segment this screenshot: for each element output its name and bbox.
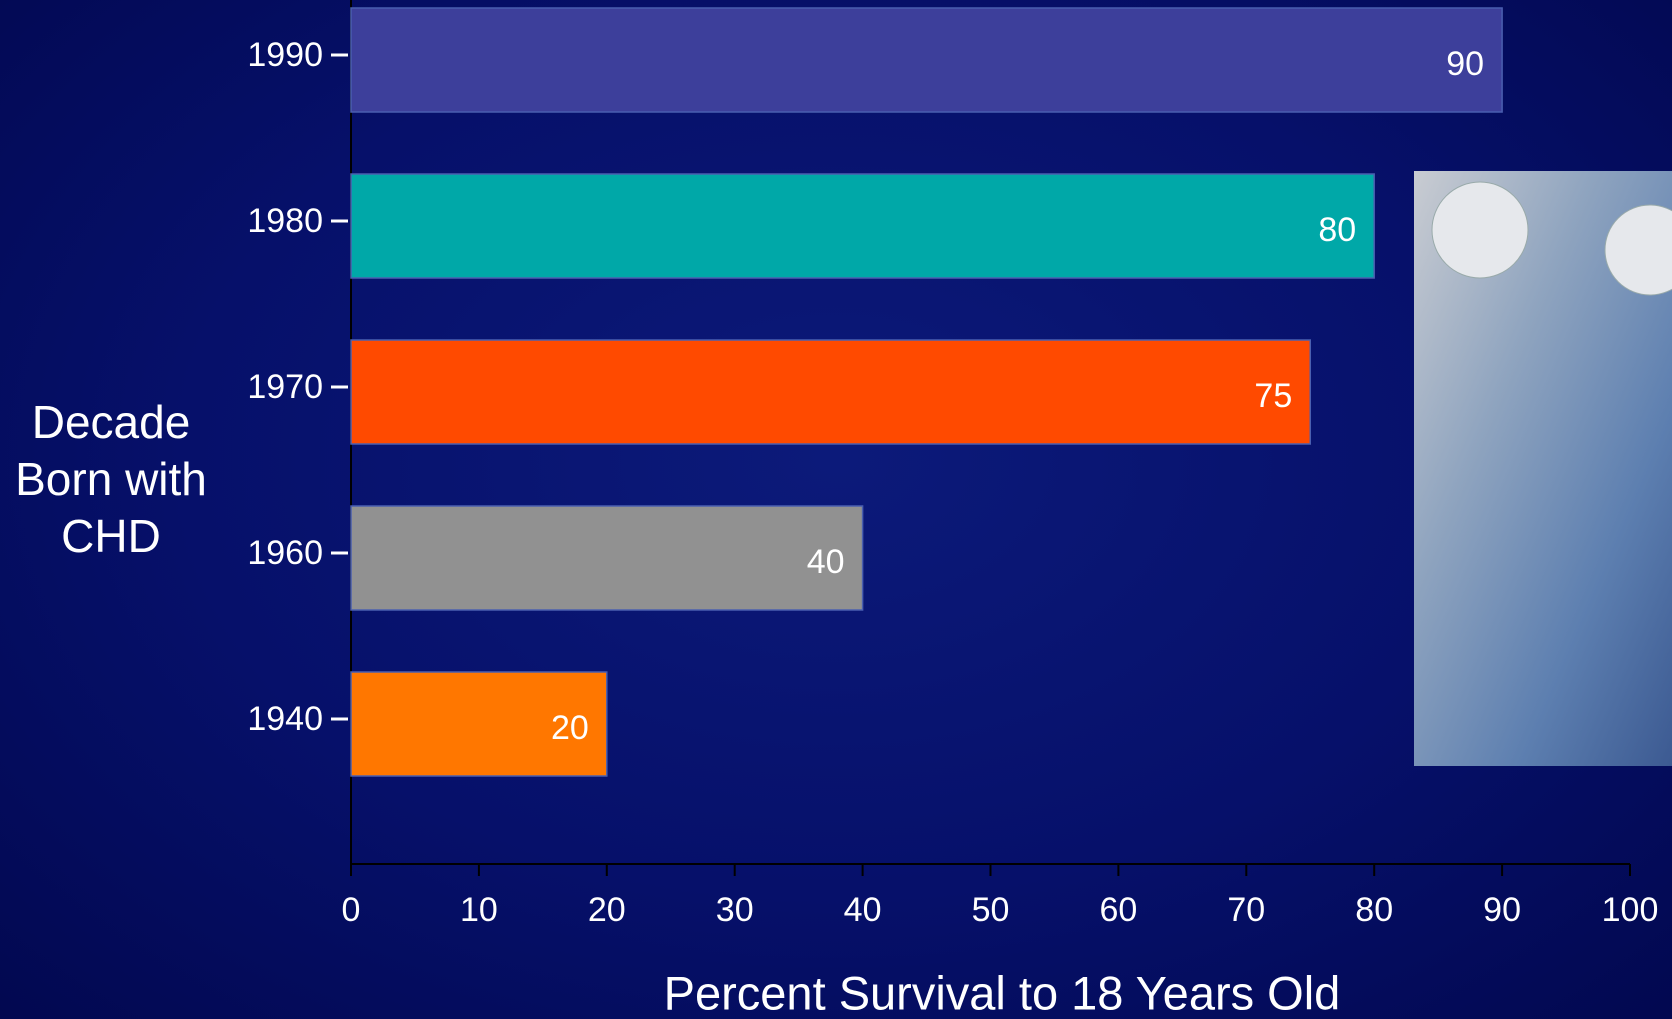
bar (350, 339, 1311, 445)
data-label: 80 (1318, 211, 1356, 249)
x-tick-label: 0 (342, 891, 361, 929)
x-tick-label: 10 (460, 891, 498, 929)
x-tick-label: 70 (1227, 891, 1265, 929)
x-tick-label: 40 (844, 891, 882, 929)
y-tick-label: 1960 (247, 534, 323, 572)
x-axis-title: Percent Survival to 18 Years Old (664, 966, 1341, 1019)
y-tick-label: 1990 (247, 36, 323, 74)
x-tick-label: 80 (1355, 891, 1393, 929)
y-tick-label: 1940 (247, 700, 323, 738)
bar (350, 7, 1503, 113)
photo-lamp (1431, 181, 1529, 279)
bar (350, 505, 864, 611)
x-tick-label: 60 (1099, 891, 1137, 929)
x-tick-label: 20 (588, 891, 626, 929)
bar (350, 173, 1375, 279)
data-label: 75 (1254, 377, 1292, 415)
photo-lamp (1604, 204, 1672, 296)
y-tick-label: 1970 (247, 368, 323, 406)
x-tick-label: 100 (1602, 891, 1659, 929)
y-tick-label: 1980 (247, 202, 323, 240)
data-label: 20 (551, 709, 589, 747)
data-label: 40 (807, 543, 845, 581)
x-tick-label: 30 (716, 891, 754, 929)
y-axis-title: Decade Born with CHD (15, 396, 207, 562)
x-tick-label: 50 (972, 891, 1010, 929)
data-label: 90 (1446, 45, 1484, 83)
bar (350, 671, 608, 777)
x-tick-label: 90 (1483, 891, 1521, 929)
